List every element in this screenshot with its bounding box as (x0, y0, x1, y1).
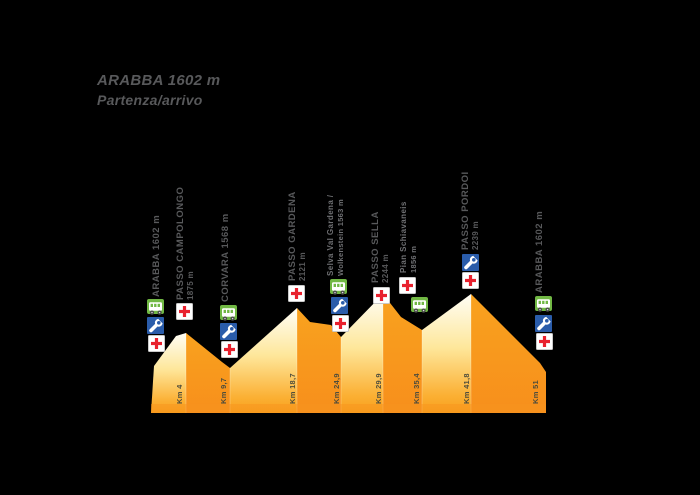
pass-label-selva: Selva Val Gardena / Wolkenstein 1563 m (326, 194, 345, 276)
pass-label-arabba-end: ARABBA 1602 m (534, 210, 545, 293)
wrench-icon (147, 317, 164, 334)
profile-seam-lines (185, 294, 472, 413)
mountain-face (186, 333, 230, 413)
bus-icon (147, 299, 164, 316)
mountain-face (297, 308, 341, 413)
km-label: Km 29,9 (374, 373, 383, 404)
km-label: Km 35,4 (412, 373, 421, 404)
pass-label-gardena: PASSO GARDENA 2121 m (287, 191, 307, 281)
pass-label-corvara: CORVARA 1568 m (220, 213, 231, 302)
pass-label-arabba-start: ARABBA 1602 m (151, 214, 162, 297)
mountain-face (230, 308, 297, 413)
baseline-band (151, 404, 546, 413)
km-label: Km 18,7 (288, 373, 297, 404)
mountain-face (383, 294, 422, 413)
km-label: Km 51 (531, 379, 540, 404)
bus-icon (535, 296, 552, 313)
red-cross-icon (332, 315, 349, 332)
wrench-icon (220, 323, 237, 340)
wrench-icon (535, 315, 552, 332)
red-cross-icon (221, 341, 238, 358)
bus-icon (411, 297, 428, 314)
red-cross-icon (399, 277, 416, 294)
page-title: ARABBA 1602 m (97, 72, 221, 89)
bus-icon (330, 279, 347, 296)
km-label: Km 41,8 (462, 373, 471, 404)
wrench-icon (462, 254, 479, 271)
pass-label-campolongo: PASSO CAMPOLONGO 1875 m (175, 186, 195, 300)
title-block: ARABBA 1602 m Partenza/arrivo (97, 72, 220, 108)
mountain-faces (151, 294, 546, 413)
red-cross-icon (288, 285, 305, 302)
mountain-face (341, 294, 383, 413)
page-subtitle: Partenza/arrivo (97, 92, 203, 108)
pass-label-pordoi: PASSO PORDOI 2239 m (460, 171, 480, 250)
red-cross-icon (462, 272, 479, 289)
mountain-face (151, 333, 186, 413)
wrench-icon (331, 297, 348, 314)
red-cross-icon (176, 303, 193, 320)
km-label: Km 24,9 (332, 373, 341, 404)
red-cross-icon (148, 335, 165, 352)
bus-icon (220, 305, 237, 322)
km-label: Km 4 (175, 384, 184, 404)
km-label: Km 9,7 (219, 377, 228, 404)
pass-label-schiavaneis: Pian Schiavaneis 1856 m (399, 201, 418, 273)
mountain-face (422, 294, 471, 413)
pass-label-sella: PASSO SELLA 2244 m (370, 211, 390, 283)
red-cross-icon (373, 287, 390, 304)
red-cross-icon (536, 333, 553, 350)
mountain-face (471, 294, 546, 413)
